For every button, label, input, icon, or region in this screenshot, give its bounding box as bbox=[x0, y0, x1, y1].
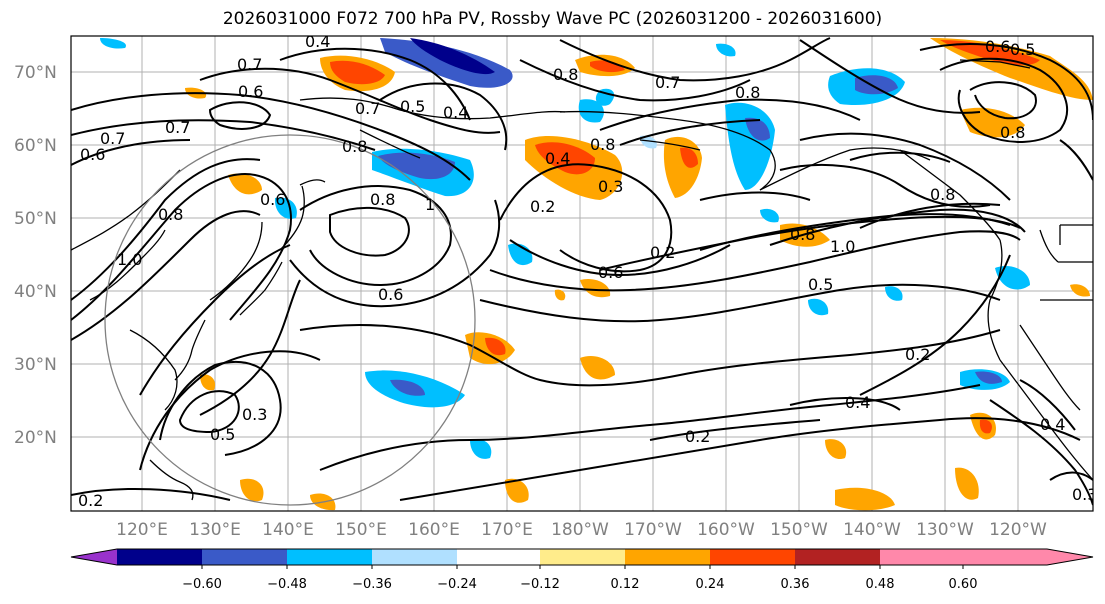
lat-label: 50°N bbox=[14, 209, 57, 229]
contour-label: 0.3 bbox=[242, 405, 267, 424]
colorbar-segment bbox=[372, 549, 457, 565]
contour-label: 0.7 bbox=[100, 129, 125, 148]
colorbar-min-extend bbox=[71, 549, 117, 565]
colorbar-tick-label: 0.24 bbox=[696, 577, 725, 592]
contour-label: 0.8 bbox=[590, 135, 615, 154]
contour-label: 0.6 bbox=[80, 145, 105, 164]
contour-label: 0.2 bbox=[650, 243, 675, 262]
contour-label: 0.2 bbox=[905, 345, 930, 364]
lat-label: 70°N bbox=[14, 63, 57, 83]
pv-anomaly-shading bbox=[100, 38, 1093, 511]
colorbar-segment bbox=[457, 549, 540, 565]
contour-label: 0.4 bbox=[545, 149, 570, 168]
contour-label: 0.8 bbox=[735, 83, 760, 102]
contour-label: 0.8 bbox=[790, 225, 815, 244]
lat-label: 30°N bbox=[14, 355, 57, 375]
contour-label: 0.2 bbox=[530, 197, 555, 216]
contour-label: 0.3 bbox=[598, 177, 623, 196]
colorbar-tick-label: −0.36 bbox=[352, 577, 392, 592]
contour-label: 0.8 bbox=[1000, 123, 1025, 142]
colorbar-segment bbox=[287, 549, 372, 565]
pv-contours bbox=[71, 37, 1093, 506]
contour-label: 0.2 bbox=[78, 491, 103, 510]
lon-label: 120°E bbox=[116, 520, 168, 540]
contour-label: 0.8 bbox=[158, 205, 183, 224]
contour-label: 0.4 bbox=[1040, 415, 1065, 434]
colorbar-segment bbox=[625, 549, 710, 565]
colorbar-segment bbox=[795, 549, 880, 565]
colorbar-segment bbox=[540, 549, 625, 565]
contour-label: 0.5 bbox=[808, 275, 833, 294]
lon-label: 160°W bbox=[697, 520, 755, 540]
contour-label: 0.5 bbox=[1010, 40, 1035, 59]
lon-label: 150°W bbox=[770, 520, 828, 540]
colorbar-tick-label: 0.60 bbox=[949, 577, 978, 592]
contour-label: 0.6 bbox=[598, 263, 623, 282]
contour-label: 0.6 bbox=[378, 285, 403, 304]
contour-label: 0.5 bbox=[400, 97, 425, 116]
colorbar-tick-label: −0.60 bbox=[182, 577, 222, 592]
lon-label: 130°E bbox=[189, 520, 241, 540]
lat-label: 40°N bbox=[14, 282, 57, 302]
colorbar-tick-label: 0.48 bbox=[866, 577, 895, 592]
contour-label: 0.8 bbox=[930, 185, 955, 204]
colorbar-segment bbox=[880, 549, 963, 565]
colorbar-segment bbox=[710, 549, 795, 565]
lat-label: 20°N bbox=[14, 428, 57, 448]
colorbar-segment bbox=[202, 549, 287, 565]
contour-label: 0.7 bbox=[355, 99, 380, 118]
contour-label: 1 bbox=[425, 195, 435, 214]
lon-label: 150°E bbox=[335, 520, 387, 540]
contour-label: 0.8 bbox=[370, 190, 395, 209]
colorbar-max-extend bbox=[963, 549, 1093, 565]
contour-label: 1.0 bbox=[117, 250, 142, 269]
lon-label: 140°W bbox=[843, 520, 901, 540]
contour-label: 1.0 bbox=[830, 237, 855, 256]
contour-label: 0.7 bbox=[237, 55, 262, 74]
contour-label: 0.6 bbox=[260, 190, 285, 209]
contour-label: 0.6 bbox=[238, 82, 263, 101]
coastlines bbox=[71, 59, 1093, 501]
contour-label: 0.8 bbox=[553, 65, 578, 84]
map-title: 2026031000 F072 700 hPa PV, Rossby Wave … bbox=[222, 9, 883, 29]
contour-label: 0.3 bbox=[1072, 485, 1097, 504]
latitude-labels: 70°N 60°N 50°N 40°N 30°N 20°N bbox=[14, 63, 57, 448]
lon-label: 120°W bbox=[989, 520, 1047, 540]
map-border bbox=[70, 35, 1094, 512]
contour-labels: 0.4 0.7 0.6 0.7 0.5 0.4 0.8 0.8 0.7 0.8 … bbox=[78, 32, 1097, 510]
colorbar-outline bbox=[70, 548, 1094, 566]
lon-label: 130°W bbox=[916, 520, 974, 540]
longitude-labels: 120°E 130°E 140°E 150°E 160°E 170°E 180°… bbox=[116, 520, 1047, 540]
contour-label: 0.4 bbox=[845, 393, 870, 412]
lon-label: 180°W bbox=[551, 520, 609, 540]
contour-label: 0.5 bbox=[210, 425, 235, 444]
region-circle bbox=[104, 134, 476, 506]
contour-label: 0.4 bbox=[305, 32, 330, 51]
lon-label: 140°E bbox=[262, 520, 314, 540]
colorbar-tick-label: −0.24 bbox=[437, 577, 477, 592]
colorbar-tick-label: −0.12 bbox=[520, 577, 560, 592]
colorbar-tick-label: 0.12 bbox=[611, 577, 640, 592]
colorbar: −0.60 −0.48 −0.36 −0.24 −0.12 0.12 0.24 … bbox=[70, 548, 1094, 592]
lat-label: 60°N bbox=[14, 136, 57, 156]
lon-label: 160°E bbox=[408, 520, 460, 540]
colorbar-segment bbox=[117, 549, 202, 565]
contour-label: 0.6 bbox=[985, 37, 1010, 56]
contour-label: 0.7 bbox=[165, 118, 190, 137]
colorbar-tick-label: 0.36 bbox=[781, 577, 810, 592]
lon-label: 170°E bbox=[481, 520, 533, 540]
contour-label: 0.4 bbox=[443, 103, 468, 122]
contour-label: 0.8 bbox=[342, 137, 367, 156]
colorbar-tick-label: −0.48 bbox=[267, 577, 307, 592]
lon-label: 170°W bbox=[624, 520, 682, 540]
contour-label: 0.7 bbox=[655, 73, 680, 92]
contour-label: 0.2 bbox=[685, 427, 710, 446]
